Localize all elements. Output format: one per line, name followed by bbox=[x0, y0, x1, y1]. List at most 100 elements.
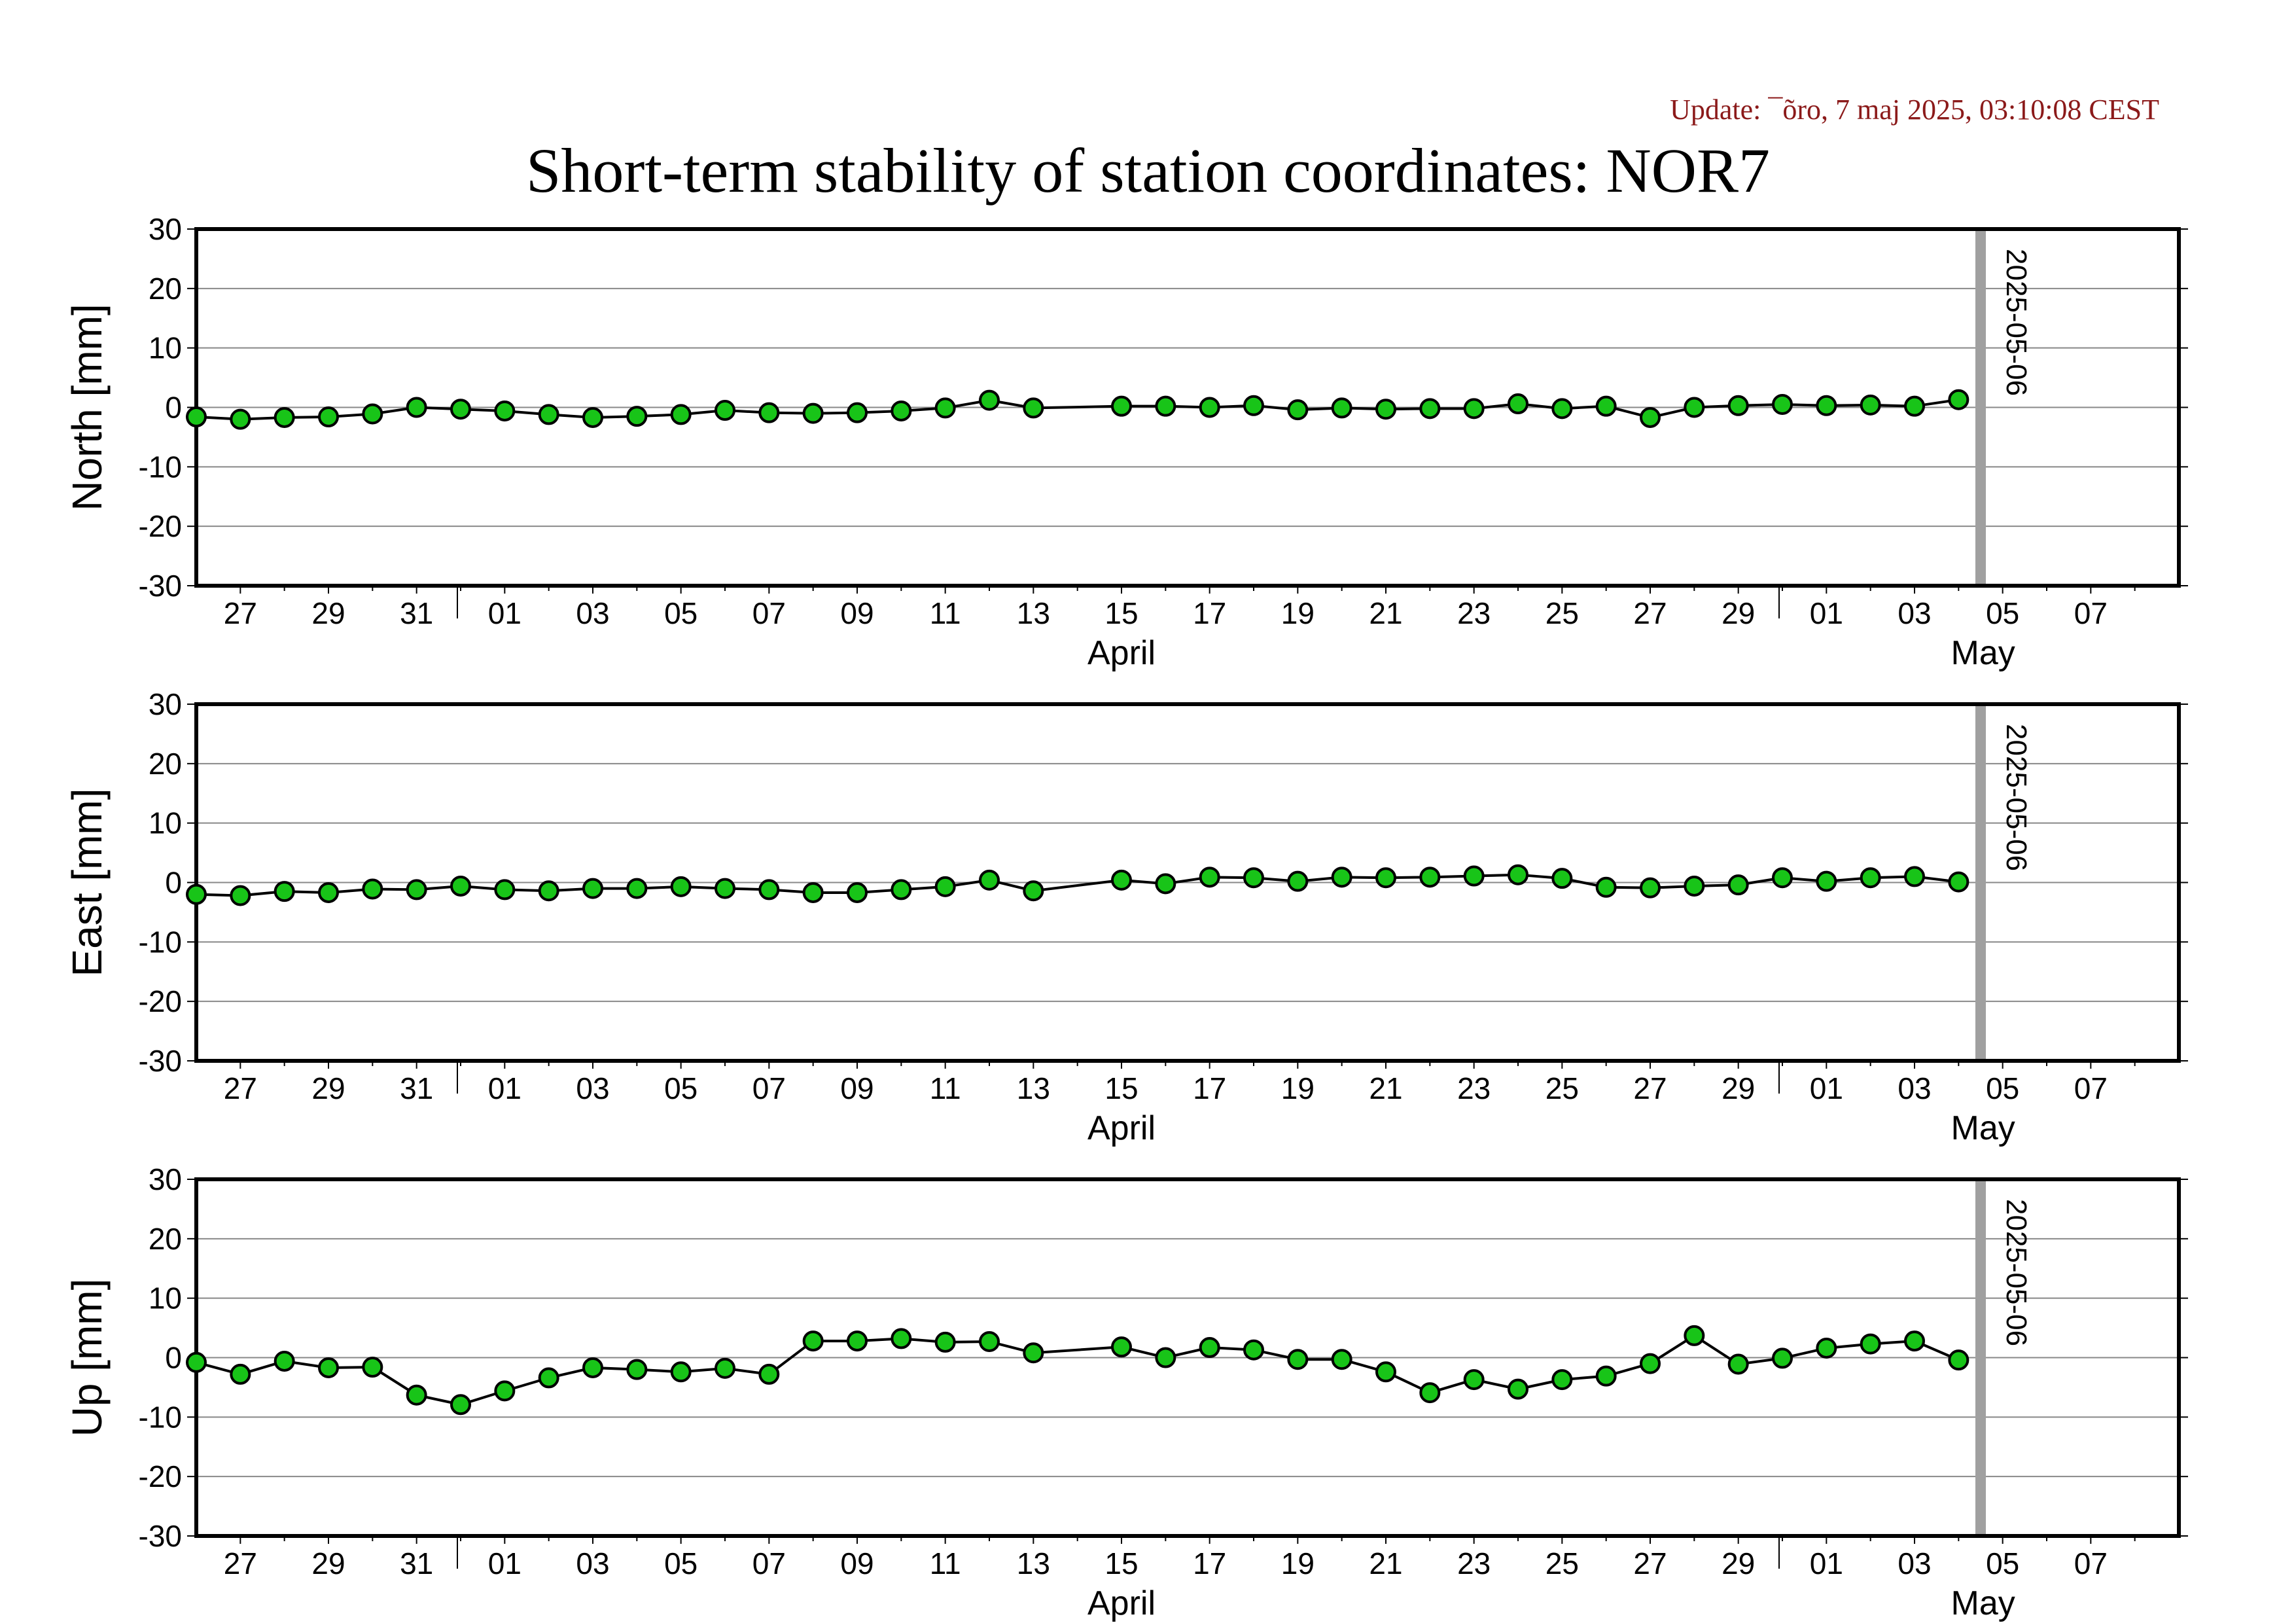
x-tick-label: 05 bbox=[1986, 1546, 2019, 1580]
x-tick-label: 07 bbox=[2074, 596, 2108, 630]
x-tick-label: 11 bbox=[930, 1071, 961, 1105]
x-tick-label: 03 bbox=[1898, 596, 1931, 630]
y-tick-label: -10 bbox=[139, 1400, 182, 1434]
month-label: May bbox=[1951, 1584, 2015, 1622]
data-point bbox=[1508, 1378, 1528, 1400]
data-point bbox=[1463, 1369, 1485, 1391]
data-point bbox=[1684, 397, 1705, 418]
data-point bbox=[1243, 867, 1264, 889]
data-point bbox=[1243, 395, 1264, 416]
x-tick-label: 27 bbox=[224, 1546, 257, 1580]
x-tick-label: 07 bbox=[752, 1071, 786, 1105]
data-point bbox=[1640, 877, 1661, 899]
data-point bbox=[802, 402, 824, 424]
data-point bbox=[186, 883, 207, 905]
data-point bbox=[847, 402, 868, 423]
y-tick-label: -30 bbox=[139, 1044, 182, 1078]
data-point bbox=[1155, 1347, 1176, 1368]
y-tick-label: -20 bbox=[139, 509, 182, 543]
data-point bbox=[318, 406, 339, 428]
data-point bbox=[1111, 1336, 1132, 1358]
x-tick-label: 03 bbox=[576, 1546, 609, 1580]
y-tick-label: 30 bbox=[149, 212, 182, 246]
data-point bbox=[934, 397, 956, 419]
x-tick-label: 01 bbox=[1810, 1071, 1843, 1105]
data-point bbox=[1860, 1333, 1881, 1355]
y-tick-label: 10 bbox=[149, 331, 182, 365]
y-tick-label: 0 bbox=[165, 1341, 182, 1375]
data-point bbox=[934, 876, 956, 897]
y-axis-label: North [mm] bbox=[63, 304, 111, 510]
date-marker-label: 2025-05-06 bbox=[2000, 1199, 2032, 1346]
data-point bbox=[891, 400, 912, 421]
x-tick-label: 05 bbox=[664, 1546, 698, 1580]
data-point bbox=[758, 1363, 780, 1385]
data-point bbox=[450, 399, 471, 420]
data-point bbox=[1816, 1337, 1837, 1359]
data-point bbox=[1640, 406, 1661, 428]
data-point bbox=[1948, 871, 1969, 893]
x-tick-label: 29 bbox=[1722, 1546, 1755, 1580]
x-tick-label: 11 bbox=[930, 1546, 961, 1580]
x-tick-label: 01 bbox=[488, 596, 521, 630]
data-point bbox=[758, 402, 780, 423]
data-point bbox=[626, 1359, 648, 1380]
data-point bbox=[1331, 397, 1352, 419]
subplot-north: 30 20 10 0 -10 -20 -30 North [mm] 2025-05-06 27 29… bbox=[63, 212, 2188, 672]
series-line bbox=[196, 1334, 1960, 1406]
month-label: May bbox=[1951, 1109, 2015, 1147]
data-point bbox=[847, 1330, 868, 1352]
date-marker-label: 2025-05-06 bbox=[2000, 724, 2032, 871]
data-point bbox=[230, 408, 251, 430]
x-tick-label: 17 bbox=[1193, 596, 1226, 630]
data-point bbox=[406, 397, 427, 418]
month-label: May bbox=[1951, 634, 2015, 672]
data-point bbox=[1419, 866, 1441, 888]
data-point bbox=[1111, 395, 1132, 417]
x-tick-label: 11 bbox=[930, 596, 961, 630]
data-point bbox=[494, 879, 516, 901]
data-point bbox=[1287, 870, 1309, 892]
data-point bbox=[186, 406, 207, 428]
data-point bbox=[891, 1328, 912, 1349]
data-point bbox=[230, 1363, 251, 1385]
x-tick-label: 07 bbox=[752, 1546, 786, 1580]
x-tick-label: 29 bbox=[311, 1071, 345, 1105]
data-point bbox=[186, 1351, 207, 1373]
data-point bbox=[274, 881, 295, 902]
data-point bbox=[1331, 1349, 1352, 1370]
data-point bbox=[318, 882, 339, 903]
y-tick-label: -30 bbox=[139, 569, 182, 603]
data-point bbox=[891, 879, 912, 901]
x-tick-label: 09 bbox=[840, 1546, 874, 1580]
data-point bbox=[362, 878, 383, 900]
data-point bbox=[1375, 867, 1396, 889]
x-tick-label: 27 bbox=[1633, 1546, 1667, 1580]
data-point bbox=[494, 1380, 516, 1402]
x-tick-label: 23 bbox=[1457, 1546, 1491, 1580]
x-tick-label: 05 bbox=[1986, 1071, 2019, 1105]
y-tick-label: -30 bbox=[139, 1519, 182, 1553]
x-tick-label: 13 bbox=[1017, 596, 1050, 630]
x-tick-label: 05 bbox=[664, 596, 698, 630]
data-point bbox=[538, 1367, 559, 1389]
x-tick-label: 03 bbox=[576, 1071, 609, 1105]
chart-title: Short-term stability of station coordina… bbox=[525, 135, 1771, 205]
x-tick-label: 25 bbox=[1545, 1071, 1579, 1105]
data-point bbox=[362, 1357, 383, 1378]
x-tick-label: 17 bbox=[1193, 1071, 1226, 1105]
y-tick-label: 20 bbox=[149, 1222, 182, 1256]
data-point bbox=[1816, 395, 1837, 416]
x-tick-label: 07 bbox=[2074, 1071, 2108, 1105]
data-point bbox=[1772, 1347, 1793, 1369]
data-point bbox=[1551, 398, 1573, 419]
month-label: April bbox=[1087, 634, 1156, 672]
data-point bbox=[1243, 1339, 1264, 1361]
data-point bbox=[1199, 866, 1220, 888]
month-label: April bbox=[1087, 1584, 1156, 1622]
y-tick-label: -20 bbox=[139, 984, 182, 1018]
data-point bbox=[715, 400, 735, 421]
data-point bbox=[1155, 395, 1176, 417]
